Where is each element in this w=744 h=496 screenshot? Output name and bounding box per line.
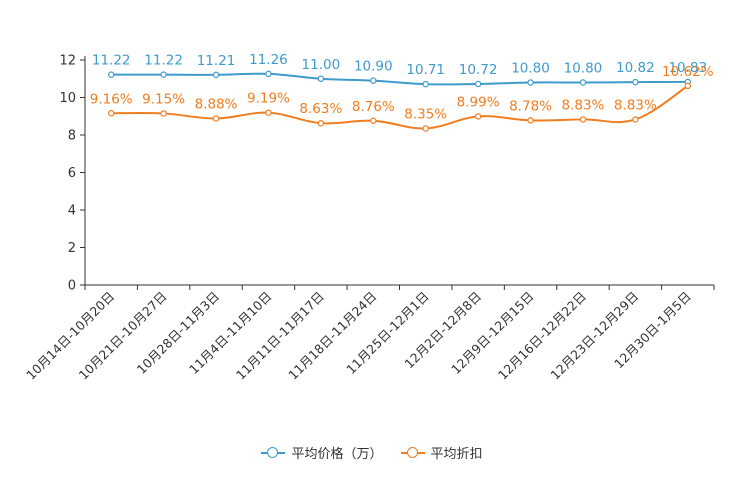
data-label: 9.16% xyxy=(90,91,133,107)
x-tick-label: 11月18日-11月24日 xyxy=(285,289,379,383)
data-label: 11.26 xyxy=(249,52,288,68)
data-label: 8.88% xyxy=(195,97,238,113)
x-tick-label: 12月23日-12月29日 xyxy=(547,289,641,383)
data-label: 9.19% xyxy=(247,91,290,107)
data-label: 11.00 xyxy=(302,57,341,73)
data-point xyxy=(579,79,587,86)
line-chart: 02468101210月14日-10月20日10月21日-10月27日10月28… xyxy=(23,52,715,383)
data-point xyxy=(160,110,167,117)
data-point xyxy=(422,80,429,88)
data-point xyxy=(632,116,639,123)
legend-label-discount: 平均折扣 xyxy=(430,447,483,462)
data-point xyxy=(632,78,639,86)
data-point xyxy=(370,77,377,84)
y-tick-label: 4 xyxy=(68,204,76,219)
data-point xyxy=(474,80,482,88)
data-point xyxy=(370,117,377,124)
data-point xyxy=(265,70,272,78)
y-tick-label: 0 xyxy=(68,279,76,294)
y-tick-label: 10 xyxy=(59,91,76,106)
data-label: 10.62% xyxy=(662,64,714,80)
y-tick-label: 2 xyxy=(68,241,76,256)
data-point xyxy=(108,110,115,117)
data-point xyxy=(527,79,534,86)
data-label: 10.72 xyxy=(459,62,498,78)
data-point xyxy=(684,82,691,90)
data-label: 10.80 xyxy=(511,61,550,77)
data-point xyxy=(317,119,325,127)
y-tick-label: 12 xyxy=(59,54,76,69)
data-label: 8.83% xyxy=(562,97,605,113)
legend-line-icon xyxy=(261,446,286,459)
data-label: 10.82 xyxy=(616,60,655,76)
legend-item-discount[interactable]: 平均折扣 xyxy=(400,443,483,462)
data-label: 11.21 xyxy=(197,53,236,69)
data-point xyxy=(579,116,587,123)
y-tick-label: 8 xyxy=(68,129,76,144)
data-label: 8.99% xyxy=(457,94,500,110)
data-label: 8.83% xyxy=(614,97,657,113)
data-point xyxy=(422,125,429,132)
data-label: 8.78% xyxy=(509,98,552,114)
data-point xyxy=(212,71,220,79)
series-line-price xyxy=(111,72,688,86)
data-point xyxy=(527,117,534,124)
data-label: 10.83 xyxy=(668,60,707,76)
data-point xyxy=(108,71,115,78)
data-label: 10.80 xyxy=(564,61,603,77)
legend-line-icon xyxy=(400,446,425,459)
data-label: 10.71 xyxy=(406,62,445,78)
data-label: 10.90 xyxy=(354,59,393,75)
x-tick-label: 10月21日-10月27日 xyxy=(76,289,170,383)
y-tick-label: 6 xyxy=(68,166,76,181)
data-point xyxy=(317,75,325,82)
data-label: 8.35% xyxy=(404,106,447,122)
x-tick-label: 11月11日-11月17日 xyxy=(233,289,327,383)
legend: 平均价格（万） 平均折扣 xyxy=(0,443,744,462)
x-tick-label: 12月16日-12月22日 xyxy=(495,289,589,383)
data-label: 11.22 xyxy=(144,53,183,69)
data-point xyxy=(265,109,272,116)
data-label: 11.22 xyxy=(92,53,131,69)
data-point xyxy=(212,115,220,122)
series-line-discount xyxy=(111,85,689,130)
legend-label-price: 平均价格（万） xyxy=(291,447,383,462)
x-tick-label: 10月14日-10月20日 xyxy=(23,289,117,383)
data-point xyxy=(474,113,482,120)
data-label: 9.15% xyxy=(142,91,185,107)
legend-item-price[interactable]: 平均价格（万） xyxy=(261,443,383,462)
data-label: 8.76% xyxy=(352,99,395,115)
data-label: 8.63% xyxy=(299,101,342,117)
data-point xyxy=(160,71,167,78)
